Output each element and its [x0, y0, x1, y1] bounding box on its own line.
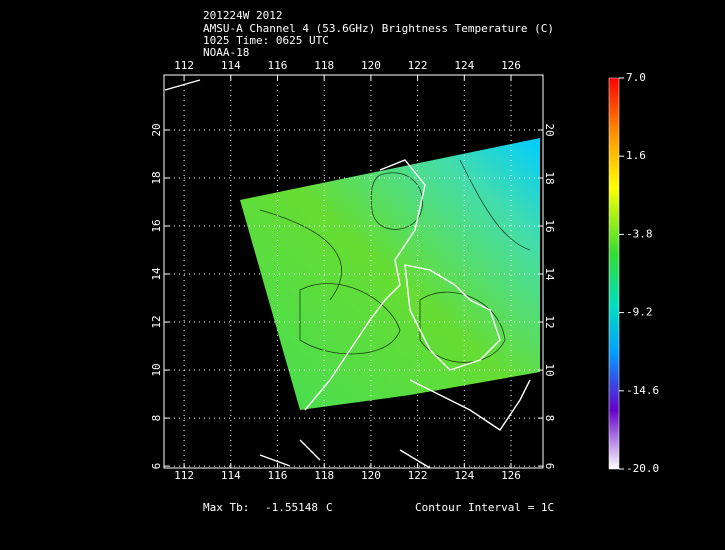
lat-label: 8 — [543, 415, 556, 422]
title-line: AMSU-A Channel 4 (53.6GHz) Brightness Te… — [203, 22, 554, 35]
lat-label: 18 — [150, 171, 163, 184]
lat-label: 18 — [543, 171, 556, 184]
lat-label: 10 — [150, 363, 163, 376]
lon-label: 122 — [408, 469, 428, 482]
map-axes: 112 112 114 114 116 116 118 118 120 120 122 122 124 1… — [150, 59, 659, 482]
map-frame — [163, 74, 544, 469]
contours — [259, 159, 531, 363]
footer: Max Tb: -1.55148 C Contour Interval = 1C — [203, 501, 554, 514]
lon-label: 112 — [174, 59, 194, 72]
lat-label: 10 — [543, 363, 556, 376]
lon-label: 120 — [361, 469, 381, 482]
title-line: NOAA-18 — [203, 46, 249, 59]
lat-label: 14 — [543, 267, 556, 281]
title-line: 1025 Time: 0625 UTC — [203, 34, 329, 47]
lon-label: 116 — [268, 59, 288, 72]
colorbar-label: -3.8 — [626, 227, 653, 240]
lon-label: 126 — [501, 469, 521, 482]
max-label: Max Tb: — [203, 501, 249, 514]
lat-label: 8 — [150, 415, 163, 422]
lon-label: 118 — [314, 469, 334, 482]
colorbar-label: 7.0 — [626, 71, 646, 84]
lat-label: 6 — [150, 463, 163, 470]
contour-interval: Contour Interval = 1C — [415, 501, 554, 514]
lon-label: 118 — [314, 59, 334, 72]
colorbar-label: -20.0 — [626, 462, 659, 475]
lat-label: 20 — [543, 123, 556, 136]
lat-label: 12 — [150, 315, 163, 328]
colorbar-label: -14.6 — [626, 384, 659, 397]
lat-label: 20 — [150, 123, 163, 136]
lon-label: 124 — [454, 59, 474, 72]
max-unit: C — [326, 501, 333, 514]
lon-label: 124 — [454, 469, 474, 482]
lat-label: 16 — [543, 219, 556, 232]
max-value: -1.55148 — [265, 501, 318, 514]
lon-label: 114 — [221, 59, 241, 72]
lat-label: 6 — [543, 463, 556, 470]
lon-label: 116 — [268, 469, 288, 482]
lat-label: 12 — [543, 315, 556, 328]
lat-label: 16 — [150, 219, 163, 232]
lat-label: 14 — [150, 267, 163, 281]
colorbar-label: -9.2 — [626, 306, 653, 319]
colorbar-label: 1.6 — [626, 149, 646, 162]
lon-label: 120 — [361, 59, 381, 72]
colorbar — [608, 77, 620, 470]
coastlines — [164, 79, 531, 469]
title-line: 201224W 2012 — [203, 9, 282, 22]
lon-label: 114 — [221, 469, 241, 482]
lon-label: 112 — [174, 469, 194, 482]
lon-label: 122 — [408, 59, 428, 72]
header: 201224W 2012 AMSU-A Channel 4 (53.6GHz) … — [203, 9, 554, 59]
lon-label: 126 — [501, 59, 521, 72]
